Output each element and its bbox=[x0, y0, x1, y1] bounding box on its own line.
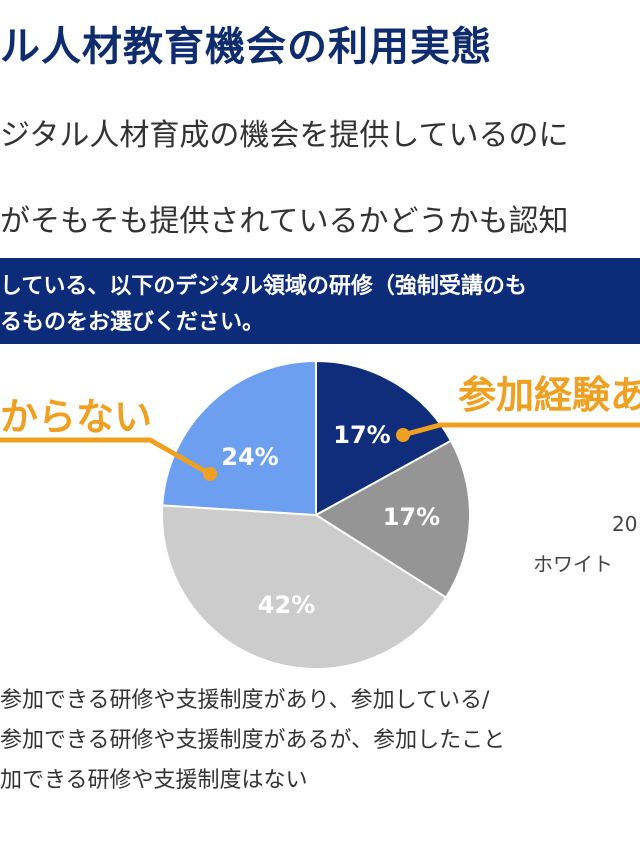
callout-dot-right bbox=[396, 428, 410, 442]
pie-label-2: 17% bbox=[383, 503, 440, 531]
callout-connectors bbox=[0, 422, 640, 481]
legend-item-2: 参加できる研修や支援制度があるが、参加したこと bbox=[0, 728, 506, 753]
pie-slice-1 bbox=[315, 359, 453, 517]
body-line-1: ジタル人材育成の機会を提供しているのに bbox=[0, 118, 569, 153]
callout-unknown: からない bbox=[0, 395, 153, 439]
source-name: ホワイト bbox=[533, 552, 613, 576]
callout-line-right bbox=[402, 422, 640, 438]
question-banner: している、以下のデジタル領域の研修（強制受講のも るものをお選びください。 bbox=[0, 258, 640, 344]
pie-label-1: 17% bbox=[333, 421, 390, 449]
callout-dot-left bbox=[203, 467, 217, 481]
callout-line-left bbox=[0, 437, 212, 477]
pie-slice-4 bbox=[161, 359, 317, 517]
pie-label-3: 42% bbox=[258, 591, 315, 619]
pie-slice-2 bbox=[314, 439, 471, 599]
pie-slice-3 bbox=[161, 504, 448, 670]
question-line-2: るものをお選びください。 bbox=[0, 310, 265, 335]
pie-label-4: 24% bbox=[221, 443, 278, 471]
legend-item-3: 加できる研修や支援制度はない bbox=[0, 768, 308, 793]
body-line-2: がそもそも提供されているかどうかも認知 bbox=[0, 204, 569, 239]
legend-item-1: 参加できる研修や支援制度があり、参加している/ bbox=[0, 688, 490, 713]
callout-participated: 参加経験あ bbox=[458, 373, 640, 417]
question-line-1: している、以下のデジタル領域の研修（強制受講のも bbox=[0, 274, 527, 299]
source-year: 20 bbox=[612, 512, 638, 536]
page-title: ル人材教育機会の利用実態 bbox=[0, 24, 492, 70]
pie-slices bbox=[161, 359, 471, 670]
pie-labels: 17% 17% 42% 24% bbox=[221, 421, 440, 619]
